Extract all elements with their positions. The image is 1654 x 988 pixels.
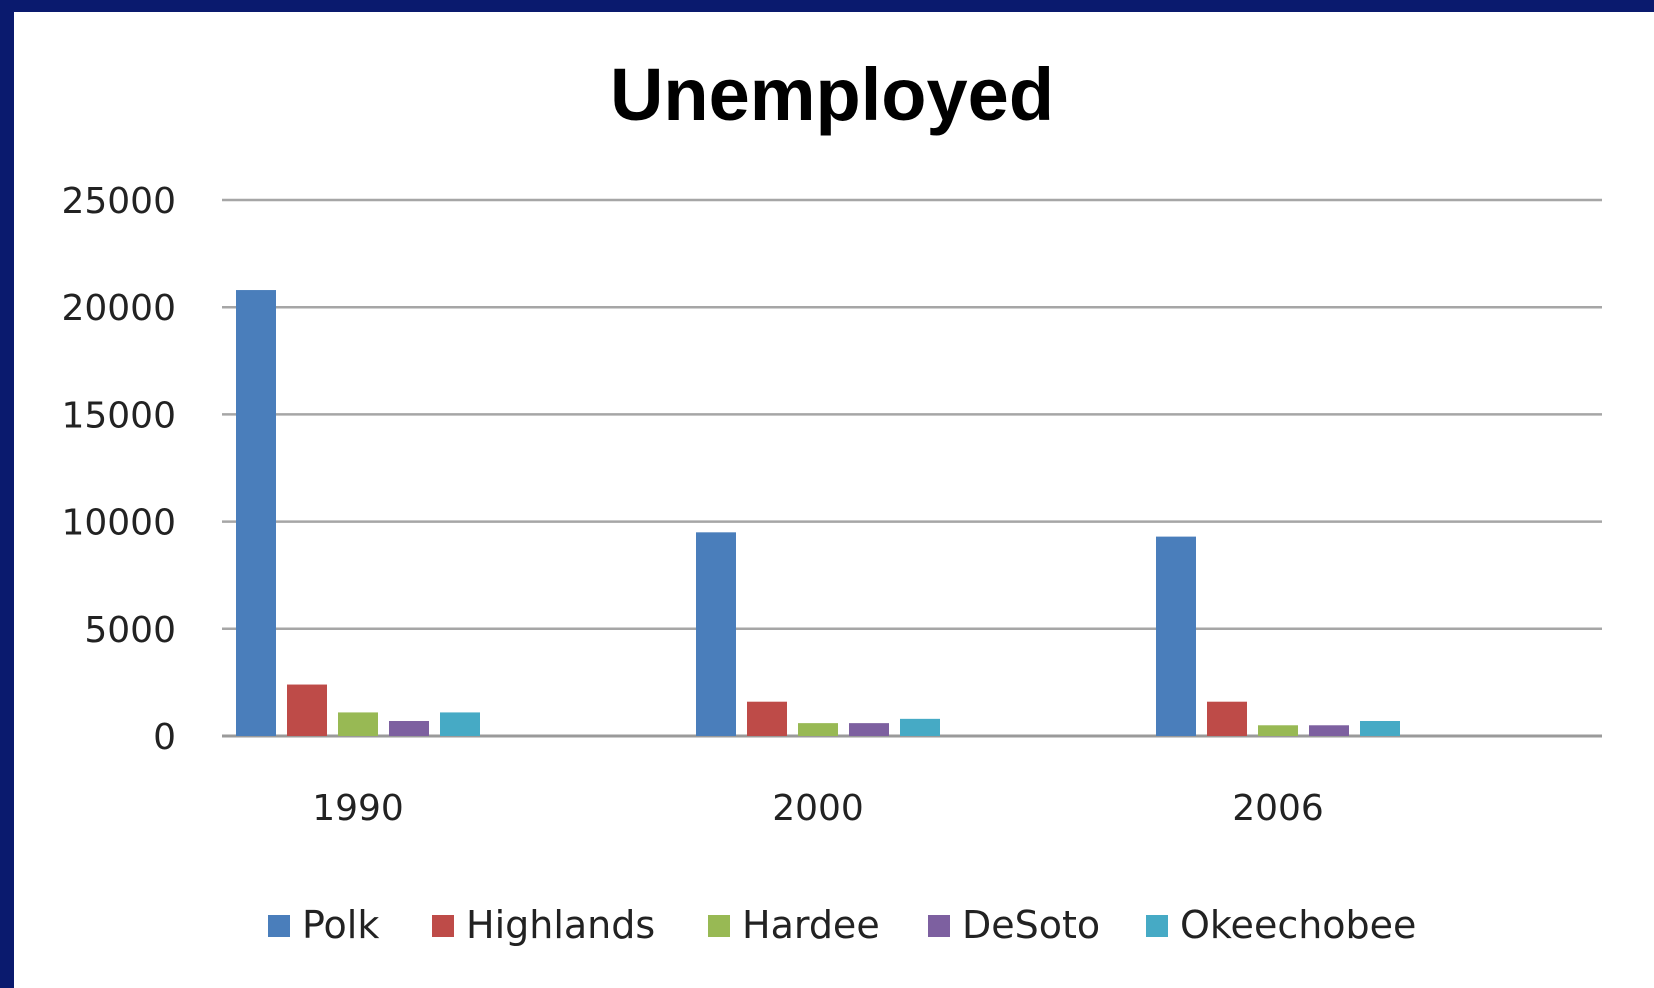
bar-hardee-1990 [338,712,378,736]
legend: Polk Highlands Hardee DeSoto Okeechobee [268,903,1416,947]
legend-label-hardee: Hardee [742,903,880,947]
x-tick-label: 2006 [1232,788,1324,829]
bar-polk-1990 [236,290,276,736]
y-tick-label: 15000 [61,395,176,436]
legend-swatch-hardee [708,915,730,937]
legend-label-desoto: DeSoto [962,903,1100,947]
x-tick-label: 1990 [312,788,404,829]
legend-label-highlands: Highlands [466,903,655,947]
gridlines [222,198,1602,738]
legend-swatch-polk [268,915,290,937]
bar-polk-2000 [696,532,736,736]
bar-polk-2006 [1156,536,1196,736]
y-tick-label: 0 [153,717,176,758]
legend-swatch-desoto [928,915,950,937]
legend-label-polk: Polk [302,903,379,947]
y-tick-label: 20000 [61,288,176,329]
bar-desoto-1990 [389,720,429,736]
bar-highlands-1990 [287,684,327,736]
bar-desoto-2000 [849,723,889,736]
bar-highlands-2006 [1207,701,1247,736]
chart-title: Unemployed [610,53,1054,136]
bar-okeechobee-2000 [900,718,940,736]
legend-swatch-highlands [432,915,454,937]
y-tick-label: 25000 [61,181,176,222]
chart-frame [14,12,1654,988]
bars [236,290,1400,736]
bar-desoto-2006 [1309,725,1349,736]
y-tick-label: 10000 [61,503,176,544]
y-tick-label: 5000 [84,610,176,651]
legend-label-okeechobee: Okeechobee [1180,903,1416,947]
y-axis-ticks: 0 5000 10000 15000 20000 25000 [61,181,176,758]
bar-okeechobee-2006 [1360,720,1400,736]
legend-swatch-okeechobee [1146,915,1168,937]
bar-hardee-2000 [798,723,838,736]
bar-okeechobee-1990 [440,712,480,736]
bar-highlands-2000 [747,701,787,736]
bar-hardee-2006 [1258,725,1298,736]
x-tick-label: 2000 [772,788,864,829]
x-axis-ticks: 1990 2000 2006 [312,788,1324,829]
